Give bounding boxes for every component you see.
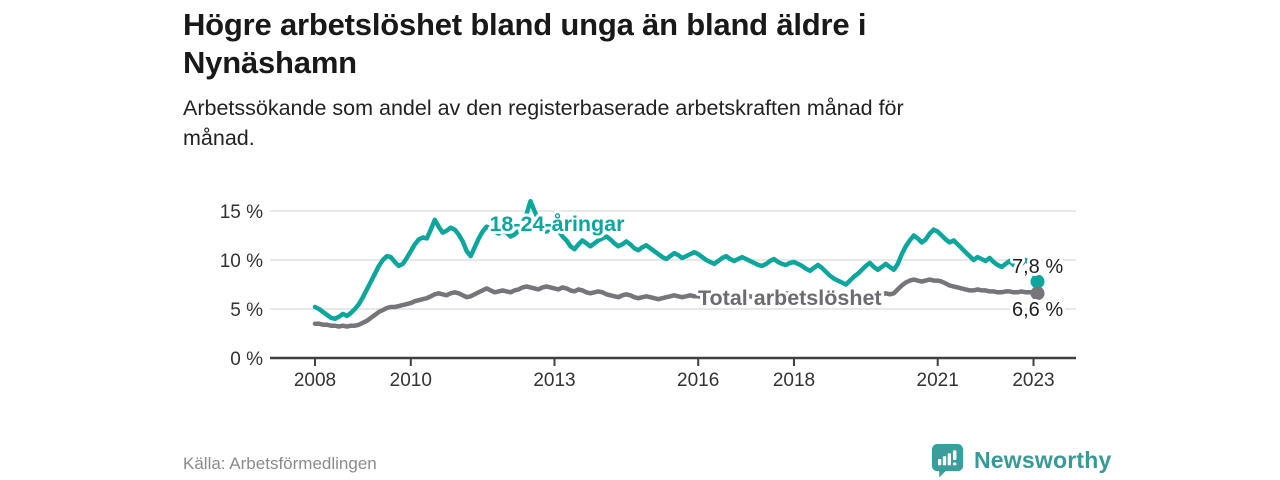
x-axis-tick-label: 2010 bbox=[390, 370, 432, 391]
series-end-dot bbox=[1030, 274, 1045, 289]
y-axis-tick-label: 5 % bbox=[230, 300, 263, 321]
series-lines bbox=[312, 198, 1045, 329]
x-axis-tick-label: 2013 bbox=[533, 370, 575, 391]
source-note: Källa: Arbetsförmedlingen bbox=[183, 454, 377, 473]
x-axis-tick-label: 2018 bbox=[773, 370, 815, 391]
chart-labels: 0 % 5 % 10 % 15 % 2008 2010 2013 2016 2018 2021 20… bbox=[220, 202, 1067, 391]
series-inline-label: 18-24-åringar bbox=[489, 212, 625, 236]
x-axis-tick-label: 2016 bbox=[677, 370, 719, 391]
chart-subtitle: Arbetssökande som andel av den registerb… bbox=[183, 96, 904, 150]
brand-name: Newsworthy bbox=[974, 447, 1112, 473]
series-line-total bbox=[312, 277, 1040, 329]
y-axis-tick-label: 0 % bbox=[230, 349, 263, 370]
page-title: Högre arbetslöshet bland unga än bland ä… bbox=[183, 7, 867, 80]
series-end-dot bbox=[1030, 286, 1045, 301]
newsworthy-logo: Newsworthy bbox=[931, 443, 1111, 478]
axes bbox=[270, 356, 1076, 366]
y-axis-tick-label: 15 % bbox=[220, 202, 263, 223]
series-line-young bbox=[312, 198, 1040, 322]
series-end-value-label: 7,8 % bbox=[1012, 256, 1063, 278]
newsworthy-bars-icon bbox=[931, 444, 964, 478]
x-axis-tick-label: 2021 bbox=[917, 370, 959, 391]
x-axis-tick-label: 2023 bbox=[1012, 370, 1054, 391]
series-end-value-label: 6,6 % bbox=[1012, 299, 1063, 321]
series-inline-label: Total arbetslöshet bbox=[698, 286, 882, 310]
x-axis-tick-label: 2008 bbox=[294, 370, 336, 391]
y-axis-tick-label: 10 % bbox=[220, 251, 263, 272]
